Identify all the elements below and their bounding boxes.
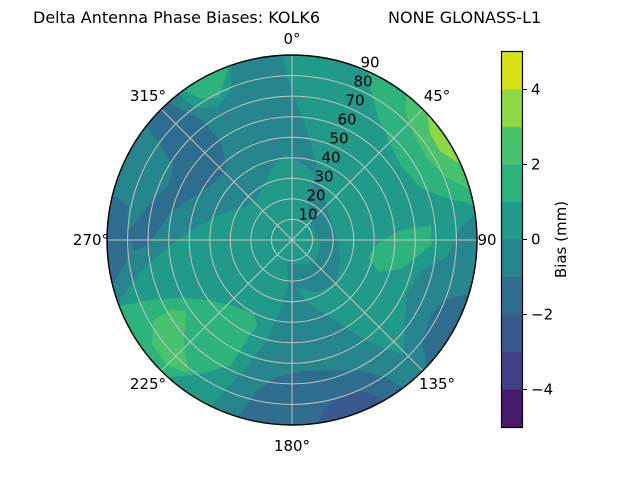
colorbar-band-m1-0	[502, 239, 522, 277]
polar-outline	[106, 54, 478, 426]
radial-label-50: 50	[329, 130, 348, 148]
angular-label-45: 45°	[424, 87, 451, 105]
contour-region-east-green-tongue	[368, 225, 432, 272]
colorbar-tick-labels: 4 2 0 −2 −4	[531, 81, 553, 399]
contour-region-south-rim-dark	[317, 391, 385, 424]
radial-label-60: 60	[337, 111, 356, 129]
colorbar-band-4-5	[502, 52, 522, 90]
radial-label-30: 30	[314, 168, 333, 186]
radial-label-70: 70	[345, 92, 364, 110]
angular-label-0: 0°	[283, 30, 300, 48]
angular-labels: 0° 45° 90 135° 180° 225° 270° 315°	[73, 30, 497, 455]
colorbar-band-m3-m2	[502, 314, 522, 352]
angular-label-180: 180°	[274, 437, 310, 455]
grid-spoke-135	[291, 239, 424, 372]
radial-label-80: 80	[353, 73, 372, 91]
contour-region-northeast-peak-sliver	[427, 113, 462, 165]
colorbar-band-1-2	[502, 164, 522, 202]
contour-region-south-east-negative	[210, 214, 477, 425]
grid-spoke-225	[160, 239, 293, 372]
contour-region-southwest-kidney-core	[152, 309, 189, 373]
colorbar-tick-label-m2: −2	[531, 306, 553, 324]
angular-label-270: 270°	[73, 231, 109, 249]
contour-region-north-rim-green-patch	[183, 66, 229, 99]
radial-labels: 10 20 30 40 50 60 70 80 90	[298, 54, 379, 224]
contour-region-southeast-rim-blue	[421, 294, 469, 367]
angular-label-90: 90	[477, 231, 496, 249]
radial-label-90: 90	[360, 54, 379, 72]
grid-spoke-45	[291, 108, 424, 241]
radial-label-40: 40	[321, 149, 340, 167]
colorbar-band-0-1	[502, 202, 522, 240]
colorbar-band-m5-m4	[502, 389, 522, 427]
contour-region-southwest-kidney-green	[119, 297, 258, 378]
colorbar-tick-label-2: 2	[531, 156, 541, 174]
colorbar-band-2-3	[502, 127, 522, 165]
contour-region-inner-ring-negative	[287, 174, 341, 293]
colorbar-tick-label-0: 0	[531, 231, 541, 249]
colorbar-band-m2-m1	[502, 277, 522, 315]
colorbar-ticks	[522, 89, 527, 390]
grid-spoke-315	[160, 108, 293, 241]
colorbar-tick-label-4: 4	[531, 81, 541, 99]
colorbar-axis-label: Bias (mm)	[552, 201, 570, 278]
polar-grid	[107, 55, 477, 425]
angular-label-315: 315°	[130, 87, 166, 105]
radial-label-20: 20	[306, 187, 325, 205]
angular-label-225: 225°	[130, 375, 166, 393]
colorbar-band-3-4	[502, 89, 522, 127]
figure-title-suffix: NONE GLONASS-L1	[388, 8, 542, 27]
colorbar-band-m4-m3	[502, 352, 522, 390]
angular-label-135: 135°	[419, 375, 455, 393]
colorbar: 4 2 0 −2 −4 Bias (mm)	[500, 50, 570, 429]
radial-label-10: 10	[298, 206, 317, 224]
colorbar-tick-label-m4: −4	[531, 381, 553, 399]
figure-title: Delta Antenna Phase Biases: KOLK6	[33, 8, 321, 27]
contour-region-northwest-banana-blue	[127, 102, 228, 252]
